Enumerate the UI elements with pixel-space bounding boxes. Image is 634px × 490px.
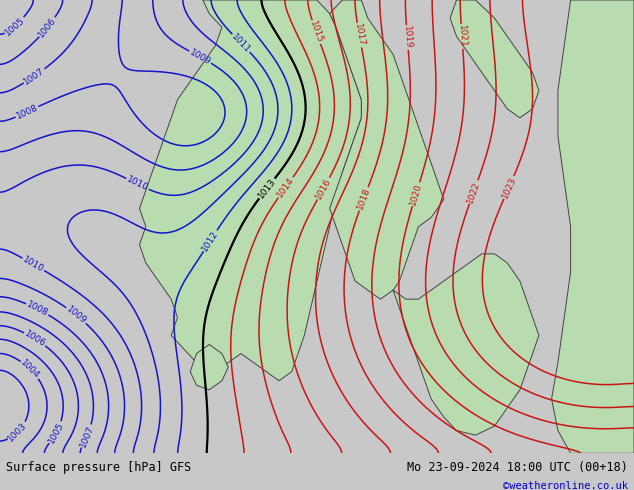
Text: 1004: 1004 <box>19 358 41 381</box>
Text: 1018: 1018 <box>356 187 372 211</box>
Text: 1009: 1009 <box>188 48 212 67</box>
Text: ©weatheronline.co.uk: ©weatheronline.co.uk <box>503 481 628 490</box>
Text: Surface pressure [hPa] GFS: Surface pressure [hPa] GFS <box>6 462 191 474</box>
Text: 1010: 1010 <box>125 175 150 193</box>
Text: 1020: 1020 <box>408 182 424 206</box>
Text: 1019: 1019 <box>402 25 413 49</box>
Text: 1010: 1010 <box>21 255 46 274</box>
Text: 1003: 1003 <box>6 420 29 443</box>
Text: 1011: 1011 <box>230 32 252 54</box>
Text: 1009: 1009 <box>65 304 88 326</box>
Text: 1017: 1017 <box>353 23 366 48</box>
Text: 1008: 1008 <box>15 103 39 121</box>
Text: 1007: 1007 <box>22 66 46 86</box>
Text: 1006: 1006 <box>23 329 47 348</box>
Text: 1005: 1005 <box>47 420 65 445</box>
Polygon shape <box>330 0 444 299</box>
Text: 1013: 1013 <box>256 176 278 200</box>
Text: 1008: 1008 <box>25 300 49 318</box>
Polygon shape <box>190 344 228 390</box>
Text: 1007: 1007 <box>78 424 96 448</box>
Polygon shape <box>393 254 539 435</box>
Polygon shape <box>450 0 539 118</box>
Text: 1006: 1006 <box>37 16 58 39</box>
Text: 1005: 1005 <box>3 15 27 37</box>
Text: 1022: 1022 <box>465 180 482 204</box>
Polygon shape <box>139 0 361 381</box>
Text: 1016: 1016 <box>314 176 333 201</box>
Text: Mo 23-09-2024 18:00 UTC (00+18): Mo 23-09-2024 18:00 UTC (00+18) <box>407 462 628 474</box>
Polygon shape <box>552 0 634 453</box>
Text: 1023: 1023 <box>500 175 517 200</box>
Text: 1012: 1012 <box>200 229 220 253</box>
Text: 1021: 1021 <box>456 24 467 48</box>
Text: 1014: 1014 <box>275 175 296 199</box>
Text: 1015: 1015 <box>308 20 325 45</box>
